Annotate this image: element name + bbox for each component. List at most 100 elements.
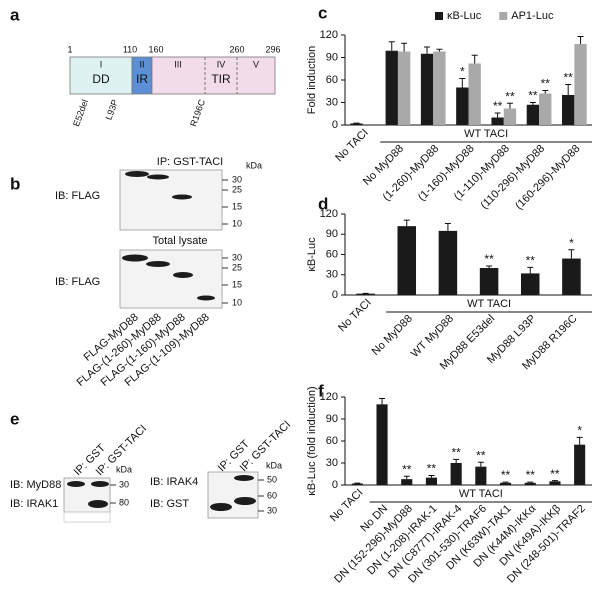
bar bbox=[397, 51, 411, 125]
blot bbox=[63, 511, 111, 523]
y-tick-label: 0 bbox=[332, 119, 338, 131]
y-tick-label: 120 bbox=[320, 208, 338, 220]
panel-label: f bbox=[318, 381, 324, 400]
position: 110 bbox=[123, 44, 137, 54]
y-tick-label: 120 bbox=[320, 29, 338, 41]
blot-e: IP: GST IP: GST-TACI kDa IB: MyD88 IB: I… bbox=[10, 419, 293, 523]
band bbox=[91, 481, 109, 487]
y-tick-label: 60 bbox=[326, 248, 338, 260]
marker: 80 bbox=[119, 497, 129, 507]
error-bar bbox=[577, 36, 584, 44]
band bbox=[173, 272, 193, 278]
ib-label: IB: IRAK1 bbox=[10, 498, 58, 510]
bar bbox=[376, 404, 388, 485]
ib-label: IB: FLAG bbox=[55, 190, 100, 202]
kda: kDa bbox=[266, 460, 282, 470]
significance: ** bbox=[528, 89, 538, 103]
mutation: L93P bbox=[104, 98, 121, 121]
kda: kDa bbox=[116, 464, 132, 474]
significance: ** bbox=[476, 448, 486, 462]
domain-map: 1 110 160 260 296 I II III IV V DD IR TI… bbox=[67, 44, 280, 127]
position: 296 bbox=[265, 44, 280, 54]
error-bar bbox=[403, 475, 410, 480]
error-bar bbox=[444, 222, 451, 231]
marker: 50 bbox=[267, 474, 277, 484]
marker: 15 bbox=[232, 279, 242, 289]
error-bar bbox=[529, 102, 536, 105]
ib-label: IB: IRAK4 bbox=[150, 476, 198, 488]
marker: 15 bbox=[232, 201, 242, 211]
error-bar bbox=[453, 458, 460, 463]
numeral: III bbox=[174, 59, 182, 69]
y-tick-label: 60 bbox=[326, 74, 338, 86]
numeral: I bbox=[100, 59, 103, 69]
domain-name: DD bbox=[92, 72, 110, 86]
band bbox=[234, 497, 256, 505]
y-tick-label: 90 bbox=[326, 413, 338, 425]
domain bbox=[69, 56, 133, 95]
significance: ** bbox=[451, 446, 461, 460]
error-bar bbox=[565, 84, 572, 95]
marker: 10 bbox=[232, 218, 242, 228]
marker: 25 bbox=[232, 262, 242, 272]
error-bar bbox=[471, 54, 478, 64]
significance: ** bbox=[427, 462, 437, 476]
error-bar bbox=[494, 112, 501, 118]
bar bbox=[499, 482, 512, 485]
ib-label: IB: FLAG bbox=[55, 276, 100, 288]
bar bbox=[351, 483, 363, 485]
kda: kDa bbox=[246, 160, 262, 170]
bar bbox=[438, 230, 458, 295]
bar bbox=[574, 444, 586, 485]
blot-b: IP: GST-TACI kDa IB: FLAG 30 25 15 10 To… bbox=[55, 156, 262, 389]
position: 260 bbox=[229, 44, 244, 54]
marker: 10 bbox=[232, 297, 242, 307]
bar bbox=[456, 87, 469, 125]
bar bbox=[468, 63, 481, 125]
ib-label: IB: MyD88 bbox=[10, 479, 61, 491]
legend-label: κB-Luc bbox=[447, 10, 482, 22]
panel-label: c bbox=[318, 3, 327, 22]
error-bar bbox=[551, 480, 558, 482]
error-bar bbox=[568, 249, 575, 259]
bar bbox=[350, 123, 363, 125]
group-label: WT TACI bbox=[464, 128, 508, 140]
bar bbox=[356, 293, 375, 295]
y-tick-label: 0 bbox=[332, 289, 338, 301]
bar bbox=[562, 95, 575, 125]
error-bar bbox=[459, 78, 466, 88]
significance: ** bbox=[541, 77, 551, 91]
error-bar bbox=[379, 397, 386, 405]
bar bbox=[401, 479, 413, 485]
error-bar bbox=[403, 219, 410, 227]
band bbox=[172, 194, 192, 200]
error-bar bbox=[486, 265, 493, 268]
x-tick-label: No TACI bbox=[333, 127, 371, 165]
bar bbox=[562, 258, 581, 295]
y-axis-label: Fold induction bbox=[306, 46, 318, 115]
position: 160 bbox=[148, 44, 163, 54]
panel-label: b bbox=[10, 174, 20, 193]
group-label: WT TACI bbox=[459, 488, 503, 500]
x-tick-label: No TACI bbox=[328, 487, 366, 525]
significance: ** bbox=[402, 462, 412, 476]
x-tick-label: (160-296)-MyD88 bbox=[513, 143, 582, 212]
blot bbox=[119, 169, 223, 231]
mutation: R196C bbox=[188, 98, 207, 128]
error-bar bbox=[502, 481, 509, 483]
error-bar bbox=[527, 481, 534, 483]
bar bbox=[385, 50, 398, 125]
marker: 60 bbox=[267, 490, 277, 500]
legend-swatch bbox=[499, 12, 508, 20]
bar bbox=[479, 268, 499, 295]
bar bbox=[450, 463, 462, 485]
y-tick-label: 0 bbox=[332, 479, 338, 491]
error-bar bbox=[428, 474, 435, 478]
bar bbox=[574, 44, 587, 125]
significance: ** bbox=[526, 253, 536, 267]
x-tick-label: (110-296)-MyD88 bbox=[478, 143, 547, 212]
error-bar bbox=[436, 48, 443, 52]
ip-label: IP: GST-TACI bbox=[157, 156, 223, 168]
domain-name: TIR bbox=[211, 72, 231, 86]
